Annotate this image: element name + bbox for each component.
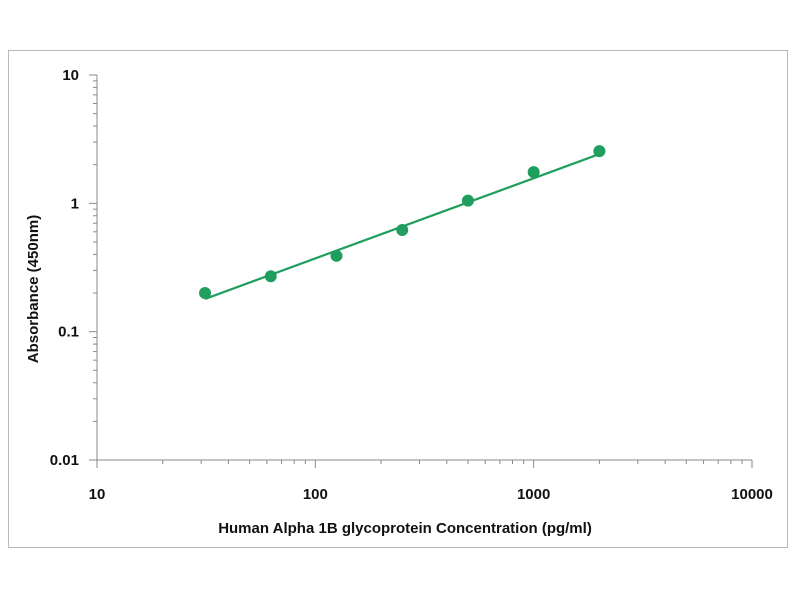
y-tick-label: 0.1 [58, 324, 79, 341]
y-axis-title: Absorbance (450nm) [25, 215, 42, 363]
y-tick-label: 10 [62, 67, 79, 84]
y-tick-label: 1 [71, 195, 79, 212]
chart-frame [8, 50, 788, 548]
x-tick-label: 100 [303, 486, 328, 503]
x-tick-label: 10 [89, 486, 106, 503]
data-point [396, 223, 409, 236]
points-layer [199, 145, 606, 300]
data-point [264, 270, 277, 283]
y-tick-label: 0.01 [50, 452, 79, 469]
x-tick-label: 1000 [517, 486, 550, 503]
x-tick-label: 10000 [731, 486, 773, 503]
data-point [461, 194, 474, 207]
data-point [527, 166, 540, 179]
axes: 0.01 0.1 1 10 10 100 1000 10000 [50, 67, 773, 503]
data-point [199, 287, 212, 300]
data-point [593, 145, 606, 158]
labels-layer: Human Alpha 1B glycoprotein Concentratio… [25, 215, 592, 537]
data-point [330, 249, 343, 262]
x-axis-title: Human Alpha 1B glycoprotein Concentratio… [218, 520, 592, 537]
